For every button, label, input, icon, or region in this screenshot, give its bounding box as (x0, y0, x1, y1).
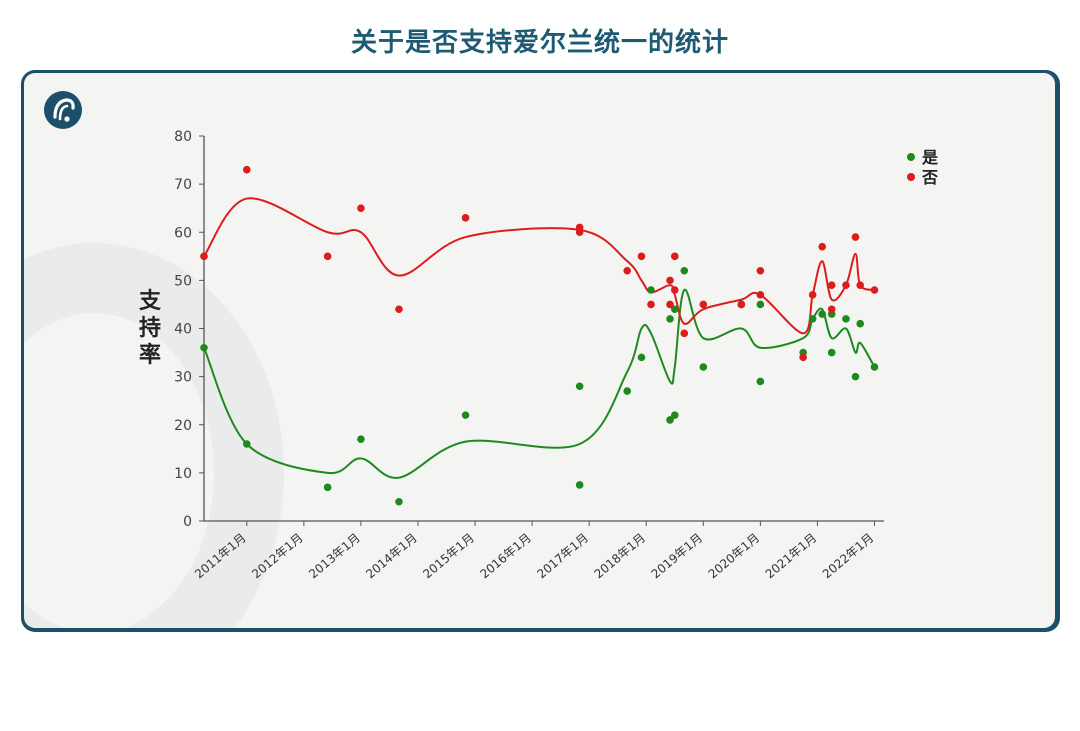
data-point-no (575, 228, 584, 237)
data-point-yes (670, 411, 679, 419)
page-title: 关于是否支持爱尔兰统一的统计 (350, 28, 729, 58)
data-point-yes (637, 353, 646, 362)
data-point-yes (756, 300, 765, 309)
logo-icon (44, 91, 82, 129)
data-point-yes (856, 319, 865, 328)
x-tick-label: 2018年1月 (592, 531, 649, 582)
y-tick-label: 0 (183, 514, 192, 530)
x-tick-label: 2017年1月 (534, 531, 591, 582)
data-point-no (870, 286, 879, 294)
y-tick-label: 50 (174, 273, 192, 289)
legend-marker (907, 173, 915, 181)
data-point-no (827, 305, 836, 314)
data-point-no (737, 300, 746, 309)
data-point-yes (818, 310, 826, 318)
data-point-no (827, 281, 836, 289)
x-tick-label: 2021年1月 (763, 531, 820, 582)
y-axis-label-char: 持 (139, 316, 161, 341)
data-point-no (670, 252, 679, 261)
data-point-yes (323, 483, 332, 492)
data-point-yes (575, 382, 584, 391)
data-point-no (699, 300, 708, 309)
chart-points (200, 165, 879, 506)
data-point-yes (670, 305, 679, 314)
x-tick-label: 2012年1月 (249, 531, 306, 582)
x-tick-label: 2022年1月 (820, 531, 877, 582)
x-tick-label: 2013年1月 (306, 531, 363, 582)
y-axis-label-char: 率 (139, 342, 161, 368)
data-point-yes (647, 286, 655, 294)
y-tick-label: 40 (174, 322, 192, 338)
y-tick-label: 70 (174, 177, 192, 193)
data-point-no (666, 300, 674, 309)
data-point-no (323, 252, 332, 261)
data-point-no (680, 329, 689, 338)
y-tick-label: 10 (174, 466, 192, 482)
data-point-yes (357, 435, 365, 443)
data-point-yes (756, 377, 765, 386)
y-tick-label: 60 (174, 225, 192, 241)
data-point-no (647, 300, 655, 309)
data-point-no (357, 204, 365, 212)
chart-card-body (24, 73, 1055, 628)
data-point-no (799, 353, 807, 362)
legend-label: 是 (921, 148, 938, 167)
chart-lines (203, 197, 876, 479)
data-point-no (395, 305, 403, 314)
data-point-no (623, 266, 632, 275)
x-tick-label: 2014年1月 (363, 531, 420, 582)
legend: 是否 (907, 148, 938, 187)
data-point-no (637, 252, 646, 261)
data-point-no (842, 281, 850, 289)
data-point-yes (461, 411, 470, 419)
data-point-no (461, 214, 470, 222)
x-tick-label: 2011年1月 (192, 531, 249, 582)
data-point-yes (827, 348, 836, 357)
data-point-yes (851, 372, 860, 381)
x-tick-label: 2015年1月 (420, 531, 477, 582)
data-point-no (808, 291, 817, 299)
x-tick-label: 2020年1月 (706, 531, 763, 582)
legend-marker (907, 153, 915, 161)
legend-label: 否 (921, 168, 938, 187)
x-tick-label: 2019年1月 (649, 531, 706, 582)
x-tick-label: 2016年1月 (477, 531, 534, 582)
y-tick-label: 80 (174, 129, 192, 145)
data-point-no (856, 281, 865, 289)
logo-mark (53, 98, 75, 122)
data-point-no (242, 165, 251, 174)
data-point-no (851, 233, 860, 241)
y-tick-label: 30 (174, 370, 192, 386)
data-point-no (666, 276, 674, 285)
data-point-yes (870, 363, 879, 371)
y-axis-label-char: 支 (139, 289, 162, 314)
data-point-yes (666, 315, 674, 323)
y-axis-label: 支持率 (139, 289, 162, 368)
y-tick-label: 20 (174, 418, 192, 434)
data-point-yes (575, 481, 584, 489)
data-point-yes (200, 343, 208, 352)
data-point-yes (808, 315, 817, 323)
chart-card (21, 70, 1060, 632)
data-point-yes (395, 497, 403, 506)
data-point-no (756, 291, 765, 299)
data-point-yes (242, 440, 251, 448)
data-point-no (818, 242, 826, 251)
data-point-yes (623, 387, 632, 395)
trend-line-no (203, 197, 875, 335)
data-point-yes (680, 266, 689, 275)
data-point-no (756, 266, 765, 275)
data-point-no (670, 286, 679, 294)
data-point-yes (666, 416, 674, 424)
data-point-yes (699, 363, 708, 371)
data-point-yes (842, 315, 850, 323)
trend-line-yes (203, 288, 876, 479)
data-point-no (200, 252, 208, 261)
